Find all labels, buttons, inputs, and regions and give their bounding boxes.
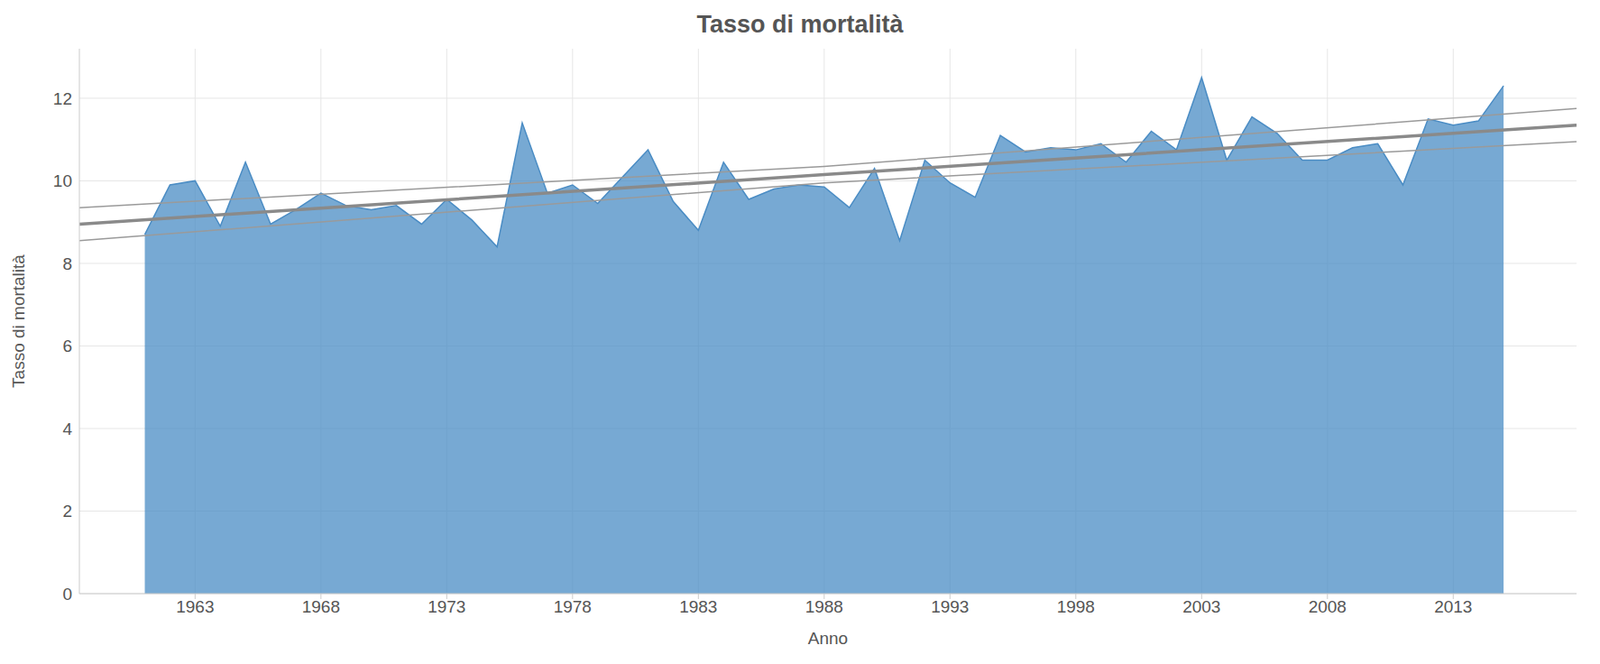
svg-text:1973: 1973: [427, 597, 466, 617]
svg-text:2013: 2013: [1434, 597, 1472, 617]
svg-text:1978: 1978: [553, 597, 592, 617]
svg-text:Tasso di mortalità: Tasso di mortalità: [9, 254, 28, 388]
svg-text:1968: 1968: [302, 597, 341, 617]
svg-text:4: 4: [62, 419, 73, 439]
svg-text:2008: 2008: [1308, 597, 1347, 617]
svg-text:1998: 1998: [1057, 597, 1095, 617]
svg-text:Anno: Anno: [808, 628, 848, 648]
svg-text:8: 8: [62, 254, 73, 274]
svg-text:2: 2: [62, 501, 73, 521]
svg-text:2003: 2003: [1182, 597, 1221, 617]
html-text:Tasso di mortalità: Tasso di mortalità: [696, 10, 904, 38]
svg-text:0: 0: [62, 584, 73, 604]
svg-text:1963: 1963: [175, 597, 214, 617]
svg-text:6: 6: [62, 336, 73, 356]
svg-text:1988: 1988: [805, 597, 844, 617]
svg-text:1983: 1983: [679, 597, 718, 617]
svg-text:12: 12: [53, 89, 73, 109]
svg-text:1993: 1993: [930, 597, 969, 617]
svg-text:10: 10: [53, 171, 73, 191]
